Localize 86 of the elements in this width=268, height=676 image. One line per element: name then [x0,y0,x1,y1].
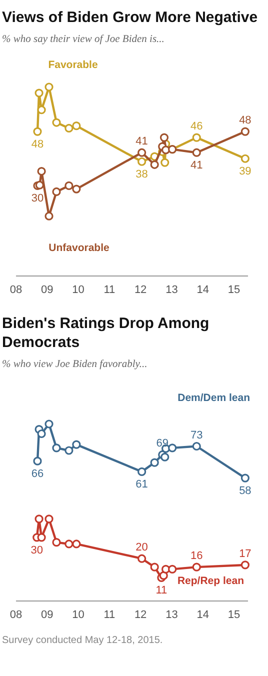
point [37,106,46,114]
point [64,446,74,455]
data-label: 48 [239,114,252,127]
point [160,452,170,462]
point [138,148,146,157]
point [240,560,250,570]
point [160,158,170,167]
x-tick-label: 08 [10,284,22,296]
point [72,184,81,194]
point [150,562,159,572]
point [192,148,201,157]
point [64,124,74,133]
data-label: 41 [190,160,203,172]
point [44,212,54,220]
x-tick-label: 15 [228,609,240,621]
point [72,440,81,449]
point [72,540,81,548]
data-label: 11 [156,584,168,597]
point [52,118,61,127]
series-label: Rep/Rep lean [177,575,244,587]
point [192,133,201,142]
text: Unfavorable [48,242,110,254]
point [52,187,61,196]
point [44,82,54,92]
point [64,181,74,190]
x-tick-label: 14 [196,284,209,296]
x-tick-label: 12 [134,609,147,621]
x-tick-label: 09 [41,609,54,621]
point [138,554,146,563]
point [138,157,146,166]
point [240,154,250,163]
chart-title: Views of Biden Grow More Negative [2,9,258,26]
point [34,88,44,98]
data-label: 61 [136,478,148,491]
chart-subtitle: % who view Joe Biden favorably... [2,359,148,370]
point [240,127,250,136]
point [34,514,44,524]
point [37,533,46,542]
point [160,133,169,142]
point [37,166,46,176]
data-label: 39 [239,166,252,178]
point [37,429,46,438]
point [72,122,81,130]
point [192,562,201,572]
point [64,540,74,548]
data-label: 30 [31,192,44,205]
data-label: 41 [136,136,148,148]
x-tick-label: 11 [104,609,116,621]
x-tick-label: 14 [196,609,209,621]
data-label: 73 [190,429,203,442]
point [150,160,159,169]
point [168,444,177,452]
x-tick-label: 08 [10,609,22,621]
chart-subtitle: % who say their view of Joe Biden is... [2,34,164,45]
chart-title: Biden's Ratings Drop Among Democrats [2,315,210,351]
data-label: 38 [136,168,148,181]
x-tick-label: 12 [134,284,147,296]
x-tick-label: 09 [41,284,54,296]
point [44,514,54,524]
text: Dem/Dem lean [178,392,250,404]
point [192,442,201,451]
series-label: Favorable [48,59,98,71]
data-label: 30 [30,544,43,556]
text: Survey conducted May 12-18, 2015. [2,635,163,646]
point [33,127,42,136]
data-label: 17 [239,548,252,560]
data-label: 48 [31,138,44,151]
x-tick-label: 13 [166,609,178,621]
point [150,458,159,467]
point [168,564,177,574]
point [240,474,250,482]
point [44,420,54,428]
x-tick-label: 13 [166,284,178,296]
point [52,444,61,452]
point [52,538,61,547]
point [138,467,146,476]
x-tick-label: 15 [228,284,240,296]
x-tick-label: 10 [72,284,84,296]
data-label: 58 [239,485,252,498]
data-label: 46 [190,120,203,133]
point [33,456,42,466]
data-label: 66 [31,468,44,480]
x-tick-label: 11 [104,284,116,296]
data-label: 16 [190,550,203,562]
x-tick-label: 10 [72,609,84,621]
data-label: 20 [136,542,148,554]
